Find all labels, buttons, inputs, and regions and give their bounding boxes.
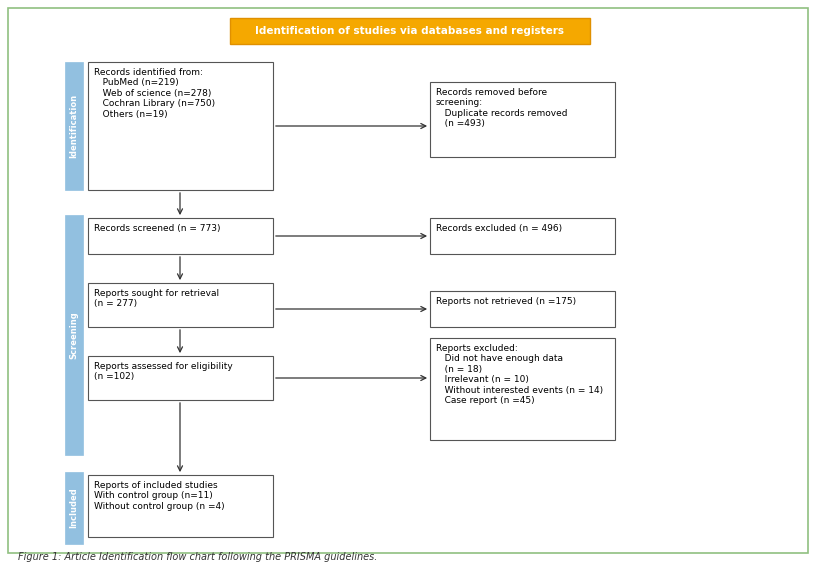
Text: Reports not retrieved (n =175): Reports not retrieved (n =175) bbox=[436, 297, 576, 306]
Text: Records identified from:
   PubMed (n=219)
   Web of science (n=278)
   Cochran : Records identified from: PubMed (n=219) … bbox=[94, 68, 215, 119]
Text: Reports sought for retrieval
(n = 277): Reports sought for retrieval (n = 277) bbox=[94, 289, 219, 309]
Bar bbox=[65, 215, 83, 455]
Bar bbox=[88, 475, 273, 537]
Text: Reports assessed for eligibility
(n =102): Reports assessed for eligibility (n =102… bbox=[94, 362, 233, 382]
Bar bbox=[229, 18, 590, 44]
Bar bbox=[88, 283, 273, 327]
Bar bbox=[88, 356, 273, 400]
Text: Included: Included bbox=[70, 488, 79, 529]
Text: Identification of studies via databases and registers: Identification of studies via databases … bbox=[256, 26, 563, 36]
Bar bbox=[65, 472, 83, 544]
Bar bbox=[429, 82, 614, 157]
Text: Records removed before
screening:
   Duplicate records removed
   (n =493): Records removed before screening: Duplic… bbox=[436, 88, 567, 128]
Text: Identification: Identification bbox=[70, 94, 79, 158]
Text: Reports of included studies
With control group (n=11)
Without control group (n =: Reports of included studies With control… bbox=[94, 481, 224, 511]
Bar bbox=[429, 338, 614, 440]
Text: Records screened (n = 773): Records screened (n = 773) bbox=[94, 224, 220, 233]
Text: Reports excluded:
   Did not have enough data
   (n = 18)
   Irrelevant (n = 10): Reports excluded: Did not have enough da… bbox=[436, 344, 603, 405]
Bar bbox=[65, 62, 83, 190]
Bar bbox=[88, 218, 273, 254]
Bar bbox=[429, 218, 614, 254]
Text: Screening: Screening bbox=[70, 311, 79, 359]
Text: Records excluded (n = 496): Records excluded (n = 496) bbox=[436, 224, 562, 233]
Bar bbox=[88, 62, 273, 190]
Text: Figure 1: Article Identification flow chart following the PRISMA guidelines.: Figure 1: Article Identification flow ch… bbox=[18, 552, 377, 562]
Bar bbox=[429, 291, 614, 327]
